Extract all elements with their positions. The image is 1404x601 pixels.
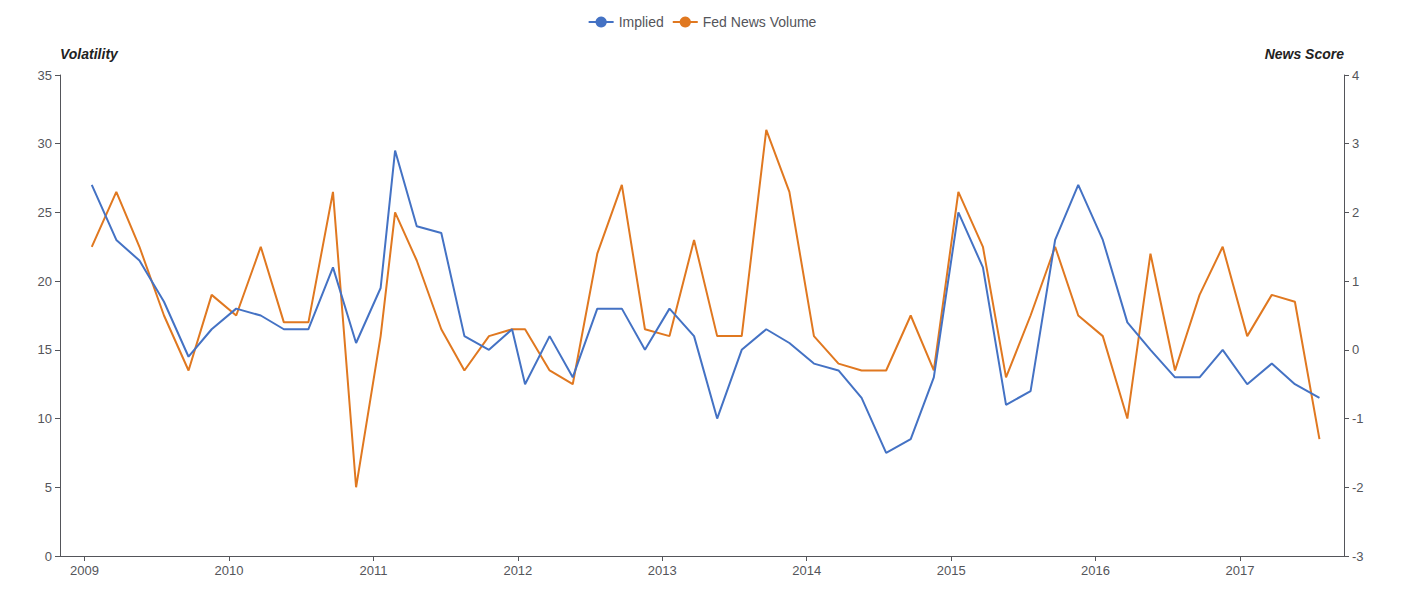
svg-text:2017: 2017 bbox=[1226, 563, 1255, 578]
svg-text:News Score: News Score bbox=[1265, 46, 1345, 62]
svg-text:2013: 2013 bbox=[648, 563, 677, 578]
svg-text:30: 30 bbox=[38, 136, 52, 151]
svg-text:2011: 2011 bbox=[359, 563, 387, 578]
svg-text:2: 2 bbox=[1352, 205, 1359, 220]
svg-text:5: 5 bbox=[45, 480, 52, 495]
svg-text:0: 0 bbox=[45, 549, 52, 564]
svg-text:25: 25 bbox=[38, 205, 52, 220]
svg-text:1: 1 bbox=[1352, 274, 1359, 289]
svg-text:2009: 2009 bbox=[70, 563, 99, 578]
svg-text:-1: -1 bbox=[1352, 411, 1364, 426]
svg-text:Fed News Volume: Fed News Volume bbox=[703, 14, 817, 30]
svg-text:10: 10 bbox=[38, 411, 52, 426]
svg-text:Implied: Implied bbox=[619, 14, 664, 30]
svg-text:2010: 2010 bbox=[215, 563, 244, 578]
svg-text:20: 20 bbox=[38, 274, 52, 289]
svg-text:35: 35 bbox=[38, 68, 52, 83]
svg-text:2016: 2016 bbox=[1081, 563, 1110, 578]
svg-text:3: 3 bbox=[1352, 136, 1359, 151]
svg-text:Volatility: Volatility bbox=[60, 46, 119, 62]
svg-text:15: 15 bbox=[38, 342, 52, 357]
svg-text:2015: 2015 bbox=[937, 563, 966, 578]
svg-text:-3: -3 bbox=[1352, 549, 1364, 564]
svg-text:2014: 2014 bbox=[792, 563, 821, 578]
svg-text:0: 0 bbox=[1352, 342, 1359, 357]
svg-text:2012: 2012 bbox=[503, 563, 532, 578]
svg-text:4: 4 bbox=[1352, 68, 1359, 83]
svg-text:-2: -2 bbox=[1352, 480, 1364, 495]
